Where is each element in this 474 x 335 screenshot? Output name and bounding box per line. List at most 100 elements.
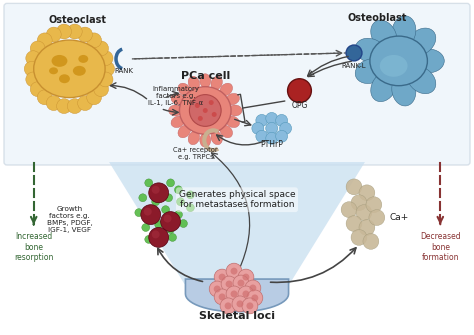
Circle shape <box>37 33 52 48</box>
Circle shape <box>78 27 92 42</box>
Circle shape <box>232 296 248 312</box>
Ellipse shape <box>34 40 105 97</box>
Circle shape <box>166 225 174 233</box>
Ellipse shape <box>371 72 397 102</box>
Circle shape <box>198 116 203 121</box>
Circle shape <box>152 198 160 206</box>
Circle shape <box>26 72 41 87</box>
Text: Ca+: Ca+ <box>389 213 408 221</box>
Text: Osteoblast: Osteoblast <box>347 13 407 23</box>
Ellipse shape <box>392 74 416 106</box>
Circle shape <box>152 230 160 239</box>
Circle shape <box>67 24 82 39</box>
Circle shape <box>245 280 261 296</box>
Ellipse shape <box>49 67 58 74</box>
Circle shape <box>162 206 170 214</box>
Circle shape <box>341 202 357 217</box>
Circle shape <box>226 263 242 279</box>
Circle shape <box>174 211 182 218</box>
Circle shape <box>346 179 362 195</box>
Circle shape <box>174 186 182 194</box>
Ellipse shape <box>228 105 242 116</box>
Circle shape <box>346 45 362 61</box>
Ellipse shape <box>380 55 408 77</box>
Circle shape <box>356 205 372 220</box>
Ellipse shape <box>355 59 386 83</box>
Circle shape <box>94 41 109 56</box>
Text: RANK-L: RANK-L <box>342 63 366 69</box>
Circle shape <box>214 289 230 305</box>
Text: Osteoclast: Osteoclast <box>48 15 107 25</box>
Ellipse shape <box>178 125 191 138</box>
Ellipse shape <box>226 93 239 105</box>
Circle shape <box>221 276 237 292</box>
Circle shape <box>276 130 288 142</box>
Circle shape <box>145 236 153 243</box>
Circle shape <box>251 294 258 302</box>
Circle shape <box>87 33 101 48</box>
Circle shape <box>67 99 82 114</box>
Circle shape <box>276 115 288 126</box>
Circle shape <box>242 298 258 314</box>
Circle shape <box>37 90 52 105</box>
Ellipse shape <box>188 76 200 90</box>
Text: RANK: RANK <box>114 68 134 74</box>
Text: Ca+ receptor
e.g. TRPCs: Ca+ receptor e.g. TRPCs <box>173 147 218 159</box>
Circle shape <box>141 205 161 224</box>
Ellipse shape <box>188 131 200 145</box>
Circle shape <box>152 186 160 194</box>
Polygon shape <box>185 279 289 312</box>
Circle shape <box>351 195 367 211</box>
Circle shape <box>149 227 169 247</box>
Circle shape <box>288 79 311 103</box>
Circle shape <box>186 191 194 199</box>
Ellipse shape <box>370 36 428 86</box>
Circle shape <box>243 290 249 297</box>
Ellipse shape <box>169 105 182 116</box>
Ellipse shape <box>78 55 88 63</box>
Text: OPG: OPG <box>292 100 308 110</box>
Ellipse shape <box>59 74 70 83</box>
Ellipse shape <box>226 116 239 128</box>
Ellipse shape <box>211 76 222 90</box>
Ellipse shape <box>200 133 211 147</box>
Circle shape <box>157 238 164 245</box>
Circle shape <box>366 197 382 213</box>
Circle shape <box>256 130 268 142</box>
Ellipse shape <box>171 93 184 105</box>
Circle shape <box>46 96 61 111</box>
Ellipse shape <box>407 66 436 94</box>
Circle shape <box>230 290 237 297</box>
Circle shape <box>219 293 226 300</box>
Circle shape <box>256 115 268 126</box>
Ellipse shape <box>412 49 444 73</box>
Circle shape <box>369 210 385 225</box>
Circle shape <box>190 94 221 126</box>
Circle shape <box>180 219 187 227</box>
Circle shape <box>226 280 233 287</box>
Circle shape <box>135 209 143 217</box>
Circle shape <box>247 290 263 306</box>
Ellipse shape <box>371 20 397 50</box>
Circle shape <box>252 122 264 134</box>
Circle shape <box>233 275 249 291</box>
Circle shape <box>176 198 184 206</box>
Ellipse shape <box>180 87 231 134</box>
Circle shape <box>212 112 217 117</box>
Circle shape <box>359 219 375 236</box>
Ellipse shape <box>73 66 86 76</box>
Ellipse shape <box>178 83 191 96</box>
Circle shape <box>226 286 242 302</box>
Circle shape <box>203 108 208 113</box>
Circle shape <box>209 100 214 105</box>
Circle shape <box>169 233 176 242</box>
Circle shape <box>149 211 157 218</box>
Circle shape <box>220 298 236 314</box>
Circle shape <box>346 216 362 231</box>
Ellipse shape <box>392 16 416 47</box>
FancyBboxPatch shape <box>4 3 470 165</box>
Circle shape <box>164 215 172 222</box>
Circle shape <box>243 274 249 280</box>
Circle shape <box>98 51 113 66</box>
Circle shape <box>225 303 231 309</box>
